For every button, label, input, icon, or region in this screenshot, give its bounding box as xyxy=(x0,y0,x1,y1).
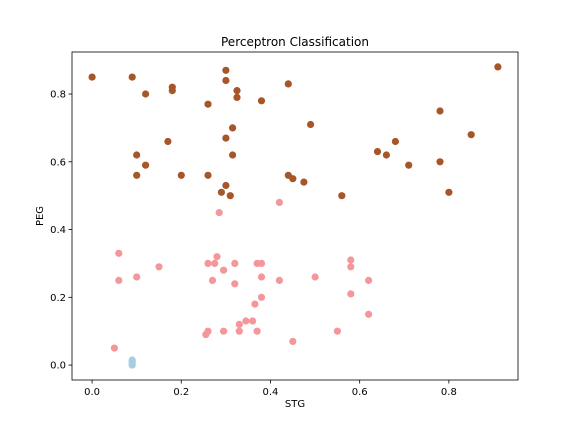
scatter-point-s0-1 xyxy=(128,73,136,81)
chart-title: Perceptron Classification xyxy=(221,35,369,49)
scatter-point-s0-28 xyxy=(177,171,185,179)
scatter-point-s0-10 xyxy=(257,97,266,105)
scatter-point-s1-11 xyxy=(155,263,163,271)
scatter-point-s0-20 xyxy=(373,148,382,156)
scatter-point-s1-4 xyxy=(347,256,355,264)
scatter-point-s0-22 xyxy=(133,151,141,159)
scatter-point-s1-9 xyxy=(257,259,266,267)
scatter-point-s1-12 xyxy=(220,266,228,274)
scatter-point-s1-3 xyxy=(213,253,221,261)
scatter-point-s0-13 xyxy=(436,107,444,115)
scatter-point-s0-21 xyxy=(382,151,390,159)
scatter-point-s0-18 xyxy=(164,137,172,146)
plot-area xyxy=(88,63,502,369)
scatter-point-s0-27 xyxy=(133,171,141,179)
scatter-point-s1-35 xyxy=(110,344,118,352)
scatter-point-s1-16 xyxy=(115,276,123,284)
scatter-point-s1-18 xyxy=(275,276,283,284)
scatter-point-s1-15 xyxy=(311,273,319,281)
x-tick-label: 0.0 xyxy=(84,387,100,398)
y-tick-label: 0.4 xyxy=(50,225,66,236)
scatter-point-s0-14 xyxy=(307,120,315,129)
scatter-point-s2-3 xyxy=(128,361,136,369)
scatter-point-s0-4 xyxy=(168,87,176,95)
y-tick-label: 0.0 xyxy=(50,361,66,372)
scatter-point-s0-25 xyxy=(436,158,444,166)
x-tick-label: 0.6 xyxy=(352,387,368,398)
scatter-point-s0-5 xyxy=(204,100,212,108)
scatter-point-s0-7 xyxy=(222,76,230,85)
scatter-point-s1-6 xyxy=(211,259,219,267)
scatter-point-s1-31 xyxy=(333,327,341,335)
scatter-point-s0-37 xyxy=(445,188,453,196)
scatter-point-s1-22 xyxy=(257,293,266,301)
scatter-point-s1-10 xyxy=(347,263,355,271)
scatter-point-s1-34 xyxy=(289,337,297,345)
scatter-point-s1-2 xyxy=(115,249,123,257)
scatter-point-s1-1 xyxy=(215,209,223,217)
scatter-point-s1-13 xyxy=(133,273,141,281)
scatter-point-s0-29 xyxy=(204,171,212,179)
scatter-point-s0-15 xyxy=(467,131,475,139)
scatter-point-s0-35 xyxy=(226,192,234,200)
scatter-point-s1-28 xyxy=(220,327,228,335)
scatter-point-s0-11 xyxy=(284,80,292,88)
scatter-point-s0-34 xyxy=(217,188,225,196)
x-tick-label: 0.2 xyxy=(173,387,189,398)
scatter-point-s1-19 xyxy=(365,276,373,284)
axis-ticks: 0.0 0.2 0.4 0.6 0.8 0.0 0.2 0.4 0.6 0.8 xyxy=(50,90,457,398)
scatter-point-s0-0 xyxy=(88,73,96,81)
scatter-point-s1-17 xyxy=(208,276,217,284)
scatter-point-s0-2 xyxy=(142,90,150,98)
scatter-point-s1-20 xyxy=(231,280,239,288)
scatter-point-s1-29 xyxy=(235,327,243,335)
scatter-point-s1-24 xyxy=(365,310,373,318)
scatter-point-s0-19 xyxy=(222,134,230,142)
x-tick-label: 0.4 xyxy=(263,387,279,398)
scatter-point-s0-17 xyxy=(229,124,237,132)
scatter-point-s0-31 xyxy=(289,175,297,183)
scatter-point-s0-33 xyxy=(222,181,230,190)
axes-frame xyxy=(71,51,519,381)
y-tick-label: 0.2 xyxy=(50,293,66,304)
scatter-point-s1-14 xyxy=(257,273,266,281)
scatter-point-s0-6 xyxy=(222,66,230,74)
y-axis-label: PEG xyxy=(35,206,46,226)
scatter-point-s0-32 xyxy=(300,178,308,186)
scatter-point-s0-9 xyxy=(233,93,241,101)
x-axis-label: STG xyxy=(285,399,305,410)
scatter-point-s1-30 xyxy=(253,327,261,335)
y-tick-label: 0.6 xyxy=(50,157,66,168)
scatter-point-s0-26 xyxy=(405,161,413,169)
scatter-point-s1-21 xyxy=(347,290,355,298)
scatter-point-s1-5 xyxy=(204,259,212,267)
scatter-point-s0-36 xyxy=(338,192,346,200)
scatter-point-s0-24 xyxy=(142,161,150,169)
scatter-point-s1-0 xyxy=(275,198,283,206)
scatter-point-s1-7 xyxy=(231,259,239,267)
y-tick-label: 0.8 xyxy=(50,90,66,101)
scatter-point-s0-12 xyxy=(494,63,502,71)
scatter-point-s0-23 xyxy=(229,151,237,159)
scatter-point-s0-8 xyxy=(233,87,241,95)
scatter-point-s1-27 xyxy=(235,320,243,328)
scatter-point-s1-26 xyxy=(249,317,257,325)
scatter-point-s0-16 xyxy=(391,137,399,146)
scatter-point-s1-25 xyxy=(242,317,250,325)
x-tick-label: 0.8 xyxy=(441,387,457,398)
scatter-point-s1-33 xyxy=(202,331,210,339)
scatter-point-s1-23 xyxy=(251,300,259,308)
